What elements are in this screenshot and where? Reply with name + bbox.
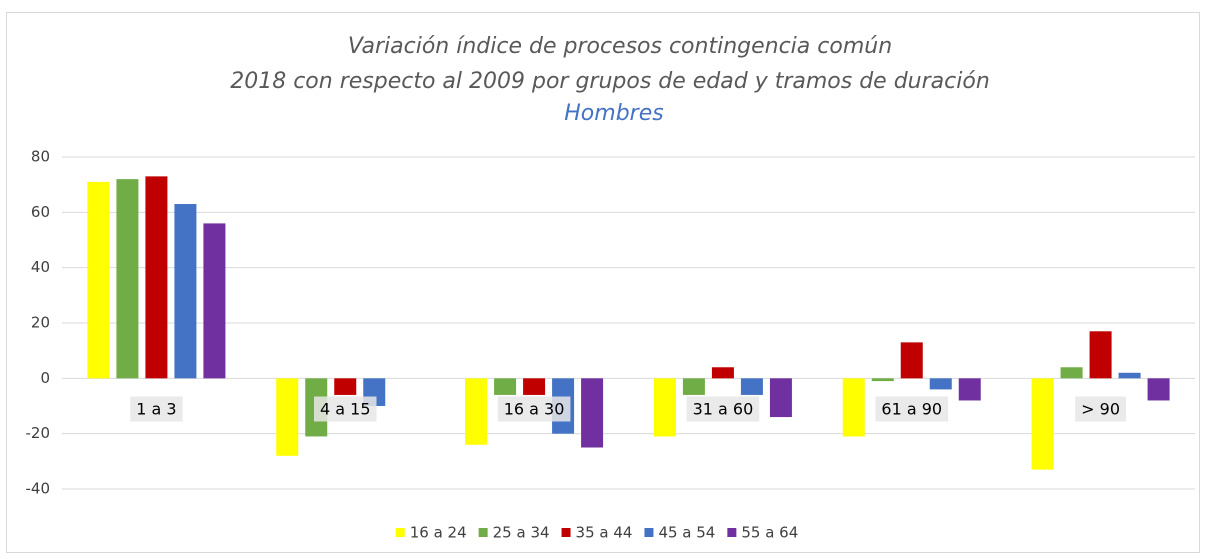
legend-label: 16 a 24 (410, 524, 467, 542)
x-tick-label: 31 a 60 (693, 400, 754, 419)
bar (203, 223, 226, 379)
bar (900, 342, 923, 379)
bar (1089, 331, 1112, 379)
bar (1060, 367, 1083, 379)
legend-label: 45 a 54 (658, 524, 715, 542)
bar (711, 367, 734, 379)
bar (871, 378, 894, 382)
chart-title: Variación índice de procesos contingenci… (348, 34, 892, 59)
x-tick-background (875, 396, 949, 422)
x-tick-background (130, 396, 183, 422)
bar (1147, 378, 1170, 401)
x-tick-group: 31 a 60 (686, 396, 760, 422)
bar (581, 378, 604, 448)
bar (465, 378, 488, 445)
bar (145, 176, 168, 379)
x-tick-group: > 90 (1075, 396, 1127, 422)
bar (494, 378, 517, 395)
x-tick-label: > 90 (1081, 400, 1120, 419)
bar (740, 378, 763, 395)
x-tick-background (1075, 396, 1127, 422)
x-tick-background (497, 396, 571, 422)
legend-swatch (478, 528, 488, 537)
bar (1118, 372, 1141, 379)
legend-swatch (395, 528, 405, 537)
y-tick-label: 20 (31, 314, 50, 332)
legend-label: 55 a 64 (741, 524, 798, 542)
y-tick-label: -40 (26, 480, 51, 498)
legend-swatch (644, 528, 654, 537)
legend-swatch (561, 528, 571, 537)
y-tick-label: 40 (31, 258, 50, 276)
bar (116, 179, 139, 379)
chart-subtitle: Hombres (564, 101, 663, 126)
bar (929, 378, 952, 390)
y-tick-label: 60 (31, 203, 50, 221)
y-tick-label: 80 (31, 148, 50, 166)
x-tick-group: 1 a 3 (130, 396, 183, 422)
bar (334, 378, 357, 395)
legend-label: 25 a 34 (493, 524, 550, 542)
bar (653, 378, 676, 437)
y-tick-label: -20 (26, 424, 51, 442)
bar (958, 378, 981, 401)
x-tick-label: 61 a 90 (881, 400, 942, 419)
bar (87, 181, 110, 379)
y-tick-label: 0 (40, 369, 50, 387)
bar (174, 204, 197, 379)
x-tick-group: 4 a 15 (313, 396, 377, 422)
legend-label: 35 a 44 (576, 524, 633, 542)
x-tick-background (313, 396, 377, 422)
bar (769, 378, 792, 418)
bar (1031, 378, 1054, 470)
x-tick-label: 1 a 3 (136, 400, 176, 419)
x-tick-group: 16 a 30 (497, 396, 571, 422)
bar (523, 378, 546, 395)
bar (842, 378, 865, 437)
legend-swatch (727, 528, 737, 537)
x-tick-background (686, 396, 760, 422)
chart-title: 2018 con respecto al 2009 por grupos de … (230, 69, 990, 94)
x-tick-label: 16 a 30 (504, 400, 565, 419)
bar (276, 378, 299, 456)
bar (682, 378, 705, 395)
x-tick-group: 61 a 90 (875, 396, 949, 422)
x-tick-label: 4 a 15 (320, 400, 371, 419)
